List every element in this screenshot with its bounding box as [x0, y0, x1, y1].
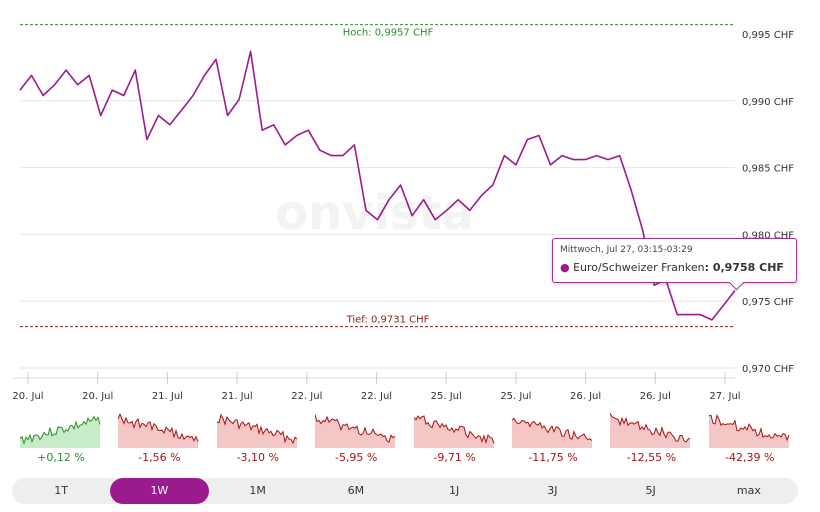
sparkline-3[interactable] — [216, 410, 299, 450]
sparkline-line — [708, 413, 790, 442]
range-button-1w[interactable]: 1W — [110, 478, 209, 504]
sparkline-4[interactable] — [314, 410, 397, 450]
tooltip: Mittwoch, Jul 27, 03:15-03:29 ● Euro/Sch… — [552, 238, 797, 283]
x-tick-label: 25. Jul — [500, 391, 531, 402]
tooltip-series: Euro/Schweizer Franken — [573, 261, 705, 274]
tooltip-value: : 0,9758 CHF — [704, 261, 784, 274]
sparkline-change: -9,71 % — [433, 451, 476, 464]
sparkline-change: -1,56 % — [138, 451, 181, 464]
range-button-max[interactable]: max — [736, 484, 761, 497]
y-tick-label: 0,980 CHF — [742, 230, 794, 241]
sparkline-1[interactable] — [19, 410, 102, 450]
sparkline-8[interactable] — [708, 410, 791, 450]
sparkline-7[interactable] — [609, 410, 692, 450]
sparkline-area — [512, 418, 592, 448]
x-tick-label: 26. Jul — [570, 391, 601, 402]
y-tick-label: 0,970 CHF — [742, 364, 794, 375]
sparkline-change: +0,12 % — [37, 451, 85, 464]
hoch-label: Hoch: 0,9957 CHF — [343, 28, 434, 39]
sparkline-area — [118, 414, 199, 448]
sparkline-6[interactable] — [511, 410, 594, 450]
price-line — [19, 50, 736, 321]
sparkline-line — [117, 412, 199, 442]
y-tick-label: 0,975 CHF — [742, 297, 794, 308]
y-tick-label: 0,985 CHF — [742, 164, 794, 175]
x-tick-label: 25. Jul — [431, 391, 462, 402]
watermark-logo: onvista — [275, 185, 474, 241]
range-button-3j[interactable]: 3J — [547, 484, 558, 497]
y-tick-label: 0,990 CHF — [742, 97, 794, 108]
sparkline-5[interactable] — [413, 410, 496, 450]
sparkline-line — [19, 415, 101, 445]
sparkline-line — [413, 415, 495, 445]
sparkline-change: -3,10 % — [236, 451, 279, 464]
x-tick-label: 22. Jul — [291, 391, 322, 402]
sparkline-area — [315, 414, 396, 448]
x-tick-label: 21. Jul — [152, 391, 183, 402]
price-chart[interactable]: 0,995 CHF 0,990 CHF 0,985 CHF 0,980 CHF 0,97… — [0, 0, 820, 405]
x-tick-label: 21. Jul — [222, 391, 253, 402]
x-tick-label: 26. Jul — [640, 391, 671, 402]
series-dot-icon: ● — [560, 261, 570, 274]
sparkline-area — [708, 415, 789, 448]
sparkline-line — [609, 412, 691, 443]
x-tick-label: 27. Jul — [709, 391, 740, 402]
x-tick-label: 22. Jul — [361, 391, 392, 402]
y-tick-label: 0,995 CHF — [742, 30, 794, 41]
tief-label: Tief: 0,9731 CHF — [346, 315, 430, 326]
sparkline-line — [314, 414, 396, 444]
range-button-5j[interactable]: 5J — [645, 484, 656, 497]
sparkline-area — [20, 416, 100, 448]
sparkline-area — [413, 416, 494, 448]
sparkline-change: -5,95 % — [334, 451, 378, 464]
sparkline-area — [216, 414, 297, 448]
range-button-1t[interactable]: 1T — [54, 484, 68, 497]
x-tick-label: 20. Jul — [82, 391, 113, 402]
range-button-1j[interactable]: 1J — [449, 484, 460, 497]
range-button-1m[interactable]: 1M — [249, 484, 266, 497]
sparkline-2[interactable] — [117, 410, 200, 450]
sparkline-change: -12,55 % — [626, 451, 677, 464]
tooltip-date: Mittwoch, Jul 27, 03:15-03:29 — [560, 245, 693, 255]
sparkline-change: -11,75 % — [528, 451, 578, 464]
sparkline-line — [216, 413, 298, 445]
range-button-6m[interactable]: 6M — [347, 484, 365, 497]
x-tick-label: 20. Jul — [12, 391, 43, 402]
range-selector: 1T 1W 1M 6M 1J 3J 5J max — [12, 478, 798, 504]
sparkline-line — [511, 417, 593, 442]
sparkline-change: -42,39 % — [725, 451, 775, 464]
